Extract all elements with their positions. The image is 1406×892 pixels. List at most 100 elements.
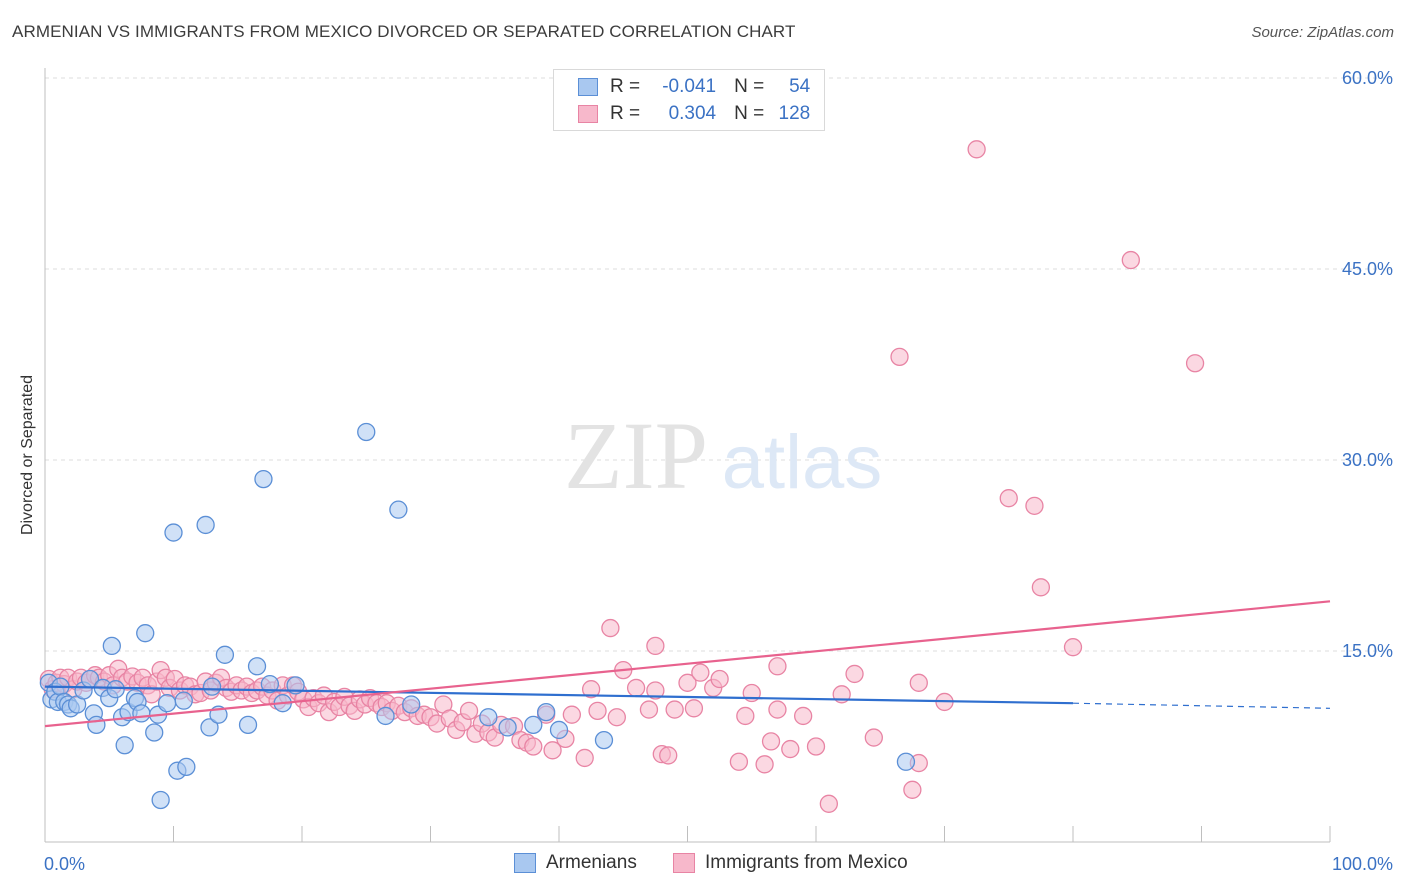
data-point [845, 664, 864, 684]
data-point [794, 706, 813, 726]
y-tick-label: 60.0% [1342, 68, 1393, 88]
data-point [102, 636, 121, 656]
n-label: N = [734, 103, 765, 124]
watermark-atlas: atlas [722, 420, 883, 505]
source-label: Source: ZipAtlas.com [1251, 24, 1394, 41]
y-tick-label: 30.0% [1342, 450, 1393, 470]
mexico-swatch [578, 105, 598, 123]
r-label: R = [610, 103, 641, 124]
series-legend: Armenians Immigrants from Mexico [0, 852, 1406, 878]
legend-item-armenians: Armenians [514, 852, 637, 874]
trend-line-armenians [44, 685, 1074, 705]
data-point [498, 718, 517, 737]
data-point [238, 715, 258, 735]
data-point [684, 699, 704, 718]
data-point [691, 663, 710, 682]
data-point [164, 523, 183, 542]
data-point [646, 636, 665, 656]
data-point [479, 708, 498, 727]
data-point [819, 794, 838, 813]
axes [44, 68, 1331, 843]
data-point [768, 700, 787, 719]
n-value: 128 [778, 103, 811, 124]
data-point [1121, 250, 1140, 270]
data-point [639, 700, 659, 719]
data-point [594, 730, 614, 750]
data-point [537, 702, 556, 722]
n-label: N = [734, 76, 765, 97]
data-point [376, 706, 395, 726]
data-point [967, 140, 986, 159]
data-point [890, 347, 909, 367]
data-point [202, 677, 222, 696]
data-point [736, 706, 755, 726]
data-point [459, 701, 479, 720]
y-tick-labels: 15.0% 30.0% 45.0% 60.0% [1342, 68, 1393, 661]
y-tick-label: 45.0% [1342, 259, 1393, 279]
legend-label: Immigrants from Mexico [705, 852, 908, 873]
data-point [607, 708, 626, 727]
data-point [646, 681, 665, 700]
data-point [903, 780, 922, 799]
data-point [543, 741, 562, 760]
armenians-swatch [514, 853, 536, 873]
data-point [781, 739, 800, 759]
series-armenians-points [39, 422, 916, 810]
trend-line-mexico [44, 600, 1331, 728]
data-point [196, 515, 215, 535]
x-tick-label: 0.0% [44, 854, 85, 874]
n-value: 54 [789, 76, 811, 97]
data-point [768, 657, 787, 676]
y-tick-label: 15.0% [1342, 641, 1393, 661]
data-point [864, 728, 883, 747]
data-point [402, 695, 421, 714]
x-tick-label: 100.0% [1332, 854, 1393, 874]
r-label: R = [610, 76, 641, 97]
trend-line-armenians-extension [1072, 702, 1331, 709]
data-point [710, 669, 729, 689]
data-point [659, 746, 678, 765]
data-point [626, 678, 646, 698]
data-point [174, 691, 193, 710]
data-point [177, 757, 196, 777]
data-point [115, 736, 134, 755]
data-point [909, 673, 928, 692]
data-point [761, 732, 781, 751]
mexico-swatch [673, 853, 695, 873]
x-tick-labels: 0.0% 100.0% [44, 854, 1393, 874]
chart-title: ARMENIAN VS IMMIGRANTS FROM MEXICO DIVOR… [12, 22, 796, 41]
data-point [755, 755, 774, 774]
watermark: ZIP atlas [564, 402, 882, 509]
data-point [254, 469, 273, 489]
data-point [151, 790, 170, 810]
data-point [1031, 578, 1051, 597]
data-point [200, 718, 219, 737]
legend-row-armenians: R = -0.041 N = 54 [554, 74, 810, 100]
r-value: -0.041 [662, 76, 717, 97]
data-point [1185, 354, 1205, 373]
data-point [524, 715, 543, 735]
data-point [999, 489, 1018, 508]
r-value: 0.304 [668, 103, 717, 124]
legend-label: Armenians [546, 852, 637, 873]
trend-lines [44, 600, 1331, 728]
data-point [389, 500, 408, 519]
data-point [357, 422, 376, 442]
data-point [729, 752, 749, 771]
data-point [549, 720, 569, 740]
data-point [575, 748, 594, 768]
data-point [260, 674, 280, 694]
data-point [601, 618, 620, 638]
data-point [132, 704, 151, 723]
data-point [806, 737, 826, 756]
data-point [106, 680, 125, 699]
data-point [524, 737, 543, 756]
data-point [145, 723, 164, 742]
data-point [1025, 496, 1044, 515]
armenians-swatch [578, 78, 598, 96]
watermark-zip: ZIP [564, 402, 708, 509]
data-point [678, 673, 697, 692]
data-point [215, 645, 235, 664]
data-point [665, 700, 684, 719]
